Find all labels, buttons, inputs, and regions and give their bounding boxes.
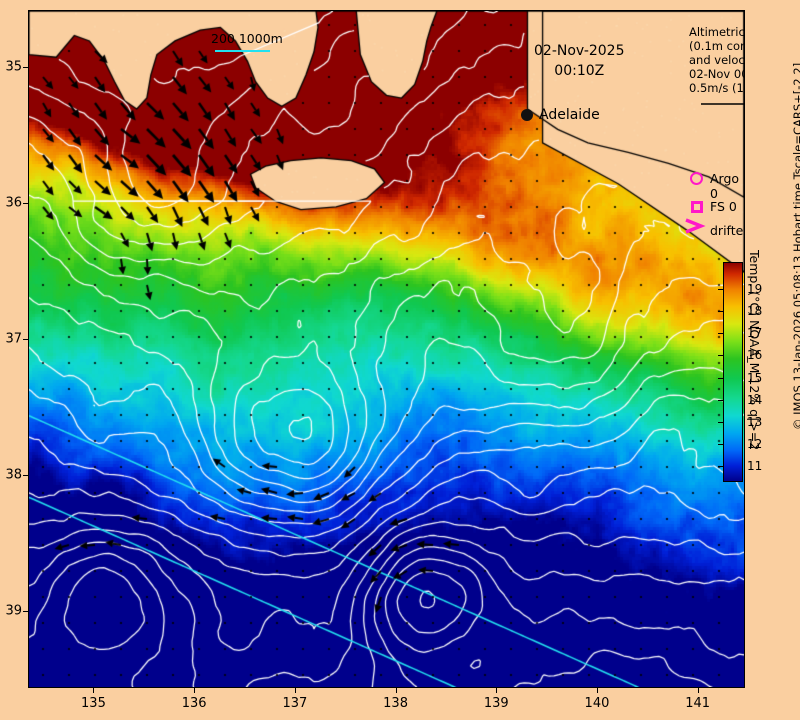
time-label: 00:10Z bbox=[534, 61, 625, 81]
fs-legend-label: FS 0 bbox=[710, 199, 737, 214]
x-axis-tick bbox=[597, 688, 598, 693]
legend-line-1: (0.1m contours) bbox=[689, 39, 745, 53]
y-axis-label: 38 bbox=[0, 468, 22, 483]
colorbar-tick bbox=[718, 444, 723, 445]
temperature-colorbar bbox=[723, 262, 743, 482]
y-axis-tick bbox=[23, 339, 28, 340]
colorbar-tick bbox=[718, 422, 723, 423]
colorbar-tick bbox=[718, 466, 723, 467]
colorbar-tick-label: 19 bbox=[747, 282, 762, 296]
colorbar-tick bbox=[718, 311, 723, 312]
colorbar-tick-label: 15 bbox=[747, 371, 762, 385]
x-axis-label: 140 bbox=[585, 696, 610, 711]
x-axis-tick bbox=[698, 688, 699, 693]
adelaide-city-label: Adelaide bbox=[539, 107, 600, 123]
colorbar-tick-label: 11 bbox=[747, 459, 762, 473]
argo-legend-label: Argo 0 bbox=[710, 171, 744, 201]
bathymetry-scale-line bbox=[215, 50, 270, 52]
date-time-label: 02-Nov-2025 00:10Z bbox=[534, 41, 625, 81]
colorbar-tick-label: 16 bbox=[747, 348, 762, 362]
argo-marker-icon bbox=[690, 172, 703, 185]
y-axis-tick bbox=[23, 611, 28, 612]
adelaide-city-dot bbox=[521, 109, 533, 121]
velocity-vector-canvas bbox=[29, 11, 744, 687]
y-axis-tick bbox=[23, 475, 28, 476]
colorbar-tick bbox=[718, 289, 723, 290]
credit-label: © IMOS 13-Jan-2026 05:08:13 Hobart time … bbox=[791, 100, 800, 430]
x-axis-label: 135 bbox=[81, 696, 106, 711]
velocity-scale-arrow-icon bbox=[701, 97, 745, 111]
x-axis-label: 138 bbox=[383, 696, 408, 711]
x-axis-label: 139 bbox=[484, 696, 509, 711]
colorbar-tick-label: 12 bbox=[747, 437, 762, 451]
colorbar-tick bbox=[718, 400, 723, 401]
drifter-marker-icon bbox=[684, 218, 706, 234]
y-axis-label: 36 bbox=[0, 196, 22, 211]
legend-line-2: and velocity for bbox=[689, 53, 745, 67]
x-axis-tick bbox=[93, 688, 94, 693]
date-label: 02-Nov-2025 bbox=[534, 41, 625, 61]
x-axis-label: 136 bbox=[182, 696, 207, 711]
x-axis-label: 141 bbox=[685, 696, 710, 711]
y-axis-tick bbox=[23, 203, 28, 204]
legend-line-3: 02-Nov 00Z bbox=[689, 67, 745, 81]
colorbar-tick-label: 14 bbox=[747, 393, 762, 407]
colorbar-tick bbox=[718, 355, 723, 356]
x-axis-tick bbox=[396, 688, 397, 693]
x-axis-tick bbox=[295, 688, 296, 693]
map-plot-area[interactable]: 200 1000m 02-Nov-2025 00:10Z Altimetric … bbox=[28, 10, 745, 688]
colorbar-tick-label: 17 bbox=[747, 326, 762, 340]
colorbar-tick bbox=[718, 333, 723, 334]
fs-marker-icon bbox=[691, 201, 703, 213]
x-axis-tick bbox=[496, 688, 497, 693]
y-axis-label: 37 bbox=[0, 332, 22, 347]
altimetry-legend: Altimetric sealevel (0.1m contours) and … bbox=[689, 25, 745, 95]
y-axis-tick bbox=[23, 67, 28, 68]
y-axis-label: 35 bbox=[0, 60, 22, 75]
drifter-legend-label: drifter bbox=[710, 223, 745, 238]
colorbar-tick-label: 13 bbox=[747, 415, 762, 429]
colorbar-tick-label: 18 bbox=[747, 304, 762, 318]
x-axis-tick bbox=[194, 688, 195, 693]
y-axis-label: 39 bbox=[0, 604, 22, 619]
x-axis-label: 137 bbox=[282, 696, 307, 711]
sst-map-figure: 200 1000m 02-Nov-2025 00:10Z Altimetric … bbox=[0, 0, 800, 720]
bathymetry-scale-label: 200 1000m bbox=[211, 31, 283, 46]
colorbar-tick bbox=[718, 378, 723, 379]
legend-line-0: Altimetric sealevel bbox=[689, 25, 745, 39]
legend-line-4: 0.5m/s (1kt 24h) bbox=[689, 81, 745, 95]
